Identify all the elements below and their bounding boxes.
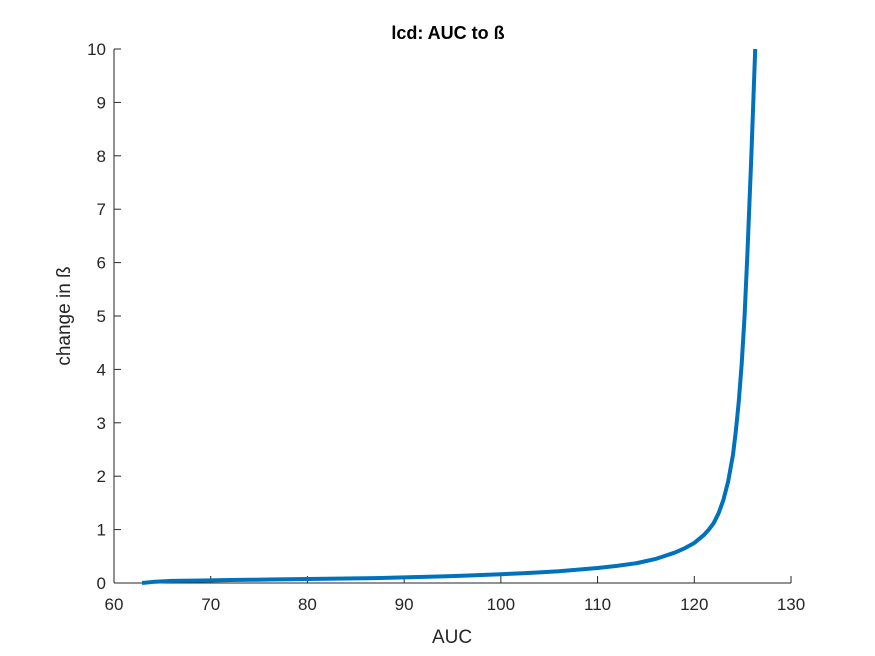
x-tick-label: 60 (105, 595, 124, 614)
y-tick-label: 5 (97, 307, 106, 326)
chart-title: lcd: AUC to ß (391, 23, 504, 43)
y-tick-label: 0 (97, 574, 106, 593)
y-tick-label: 2 (97, 467, 106, 486)
y-tick-label: 9 (97, 93, 106, 112)
y-tick-label: 6 (97, 254, 106, 273)
y-tick-label: 8 (97, 147, 106, 166)
y-axis-label: change in ß (54, 266, 75, 365)
y-tick-label: 1 (97, 521, 106, 540)
x-tick-label: 70 (201, 595, 220, 614)
x-tick-label: 100 (487, 595, 515, 614)
y-tick-label: 4 (97, 360, 106, 379)
plot-area: 60 70 80 90 100 110 120 130 0 1 2 3 4 5 6 7 8 9 10 (87, 40, 805, 614)
y-tick-label: 10 (87, 40, 106, 59)
series-line-0 (141, 48, 758, 585)
x-tick-label: 90 (395, 595, 414, 614)
x-tick-label: 80 (298, 595, 317, 614)
y-tick-label: 7 (97, 200, 106, 219)
x-tick-label: 120 (680, 595, 708, 614)
x-tick-label: 130 (777, 595, 805, 614)
x-tick-label: 110 (584, 595, 611, 614)
y-tick-label: 3 (97, 414, 106, 433)
x-axis-label: AUC (432, 627, 472, 648)
